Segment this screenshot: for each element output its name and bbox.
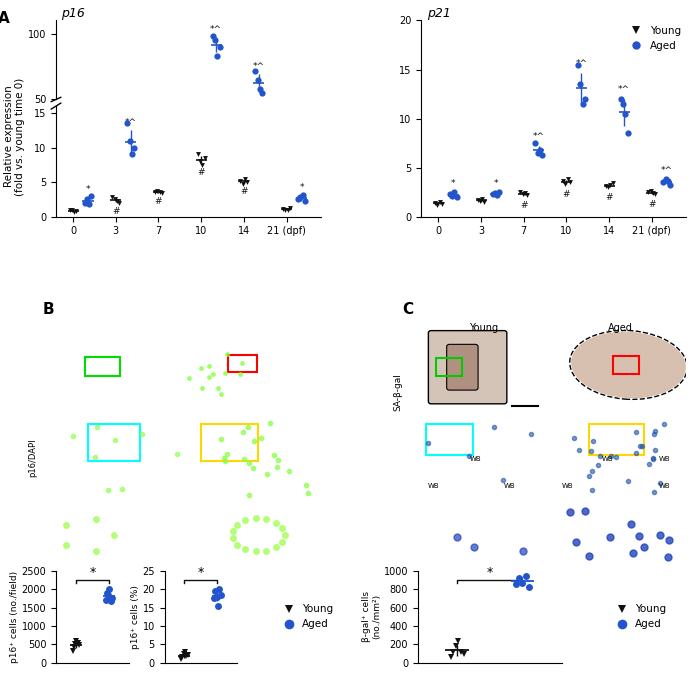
Text: WB: WB — [659, 484, 671, 490]
Legend: Young, Aged: Young, Aged — [279, 604, 333, 629]
FancyBboxPatch shape — [428, 331, 507, 404]
Text: *^: *^ — [125, 117, 136, 126]
Text: Young: Young — [100, 322, 130, 333]
Text: WB: WB — [659, 456, 671, 462]
Y-axis label: p16⁺ cells (no./field): p16⁺ cells (no./field) — [10, 571, 19, 663]
Text: *: * — [486, 566, 493, 579]
Text: p16/DAPI: p16/DAPI — [28, 438, 37, 477]
Text: #: # — [606, 193, 613, 202]
Text: #: # — [563, 189, 570, 199]
Text: Young: Young — [469, 322, 498, 333]
Text: #: # — [197, 167, 205, 177]
Text: *: * — [451, 179, 456, 188]
Bar — [436, 358, 463, 376]
Text: #: # — [520, 201, 528, 210]
Text: *: * — [494, 179, 498, 188]
Bar — [612, 356, 639, 374]
Text: B: B — [43, 303, 54, 318]
Text: WB: WB — [601, 456, 613, 462]
Text: WB: WB — [470, 456, 482, 462]
Text: WB: WB — [504, 484, 516, 490]
Text: *: * — [198, 566, 204, 579]
Legend: Young, Aged: Young, Aged — [611, 604, 666, 629]
Text: *^: *^ — [575, 59, 587, 68]
Bar — [85, 357, 120, 376]
Text: WB: WB — [234, 462, 246, 469]
Bar — [88, 424, 140, 461]
Text: p21: p21 — [426, 8, 451, 20]
Text: #: # — [112, 206, 120, 216]
Text: Aged: Aged — [237, 322, 262, 333]
Text: SA-β-gal: SA-β-gal — [394, 373, 402, 410]
Text: Relative expression
(fold vs. young time 0): Relative expression (fold vs. young time… — [4, 77, 25, 196]
FancyBboxPatch shape — [447, 344, 478, 390]
Text: A: A — [0, 11, 10, 26]
Text: *: * — [86, 185, 90, 194]
Text: #: # — [648, 199, 656, 208]
Text: WB: WB — [562, 484, 573, 490]
Y-axis label: β-gal⁺ cells
(no./mm²): β-gal⁺ cells (no./mm²) — [361, 591, 381, 642]
Bar — [426, 424, 473, 455]
Text: WB: WB — [69, 484, 81, 490]
Bar — [589, 424, 644, 455]
Ellipse shape — [571, 332, 686, 398]
Text: *^: *^ — [661, 166, 673, 175]
Text: Aged: Aged — [608, 322, 633, 333]
Bar — [228, 354, 257, 372]
Text: #: # — [155, 197, 162, 206]
Text: p16: p16 — [62, 8, 85, 20]
Text: *: * — [299, 183, 304, 192]
Text: WB: WB — [142, 484, 154, 490]
Text: #: # — [240, 187, 248, 196]
Text: WB: WB — [115, 528, 129, 537]
Text: *^: *^ — [618, 85, 630, 94]
Y-axis label: p16⁺ cells (%): p16⁺ cells (%) — [131, 585, 139, 649]
Bar — [201, 424, 258, 461]
Text: *: * — [89, 566, 95, 579]
Text: WB: WB — [292, 484, 304, 490]
Text: WB: WB — [103, 462, 114, 469]
Legend: Young, Aged: Young, Aged — [622, 22, 685, 55]
Text: WB: WB — [202, 484, 214, 490]
Text: WB: WB — [428, 484, 440, 490]
Text: *^: *^ — [533, 132, 545, 141]
Text: *^: *^ — [210, 25, 222, 34]
Text: *^: *^ — [253, 62, 265, 71]
Text: C: C — [402, 303, 413, 318]
Text: WB: WB — [292, 462, 304, 469]
Text: WB: WB — [251, 528, 265, 537]
